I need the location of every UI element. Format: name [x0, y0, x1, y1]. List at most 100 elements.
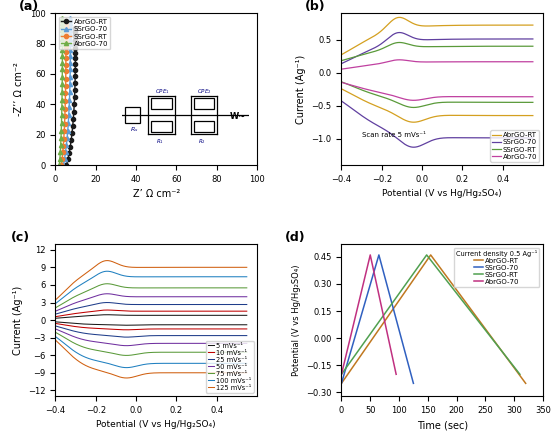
SSrGO-RT	[358, 343, 365, 348]
SSrGO-RT	[338, 372, 345, 377]
SSrGO-RT	[466, 307, 473, 312]
AbrGO-RT	[71, 28, 78, 33]
Text: (b): (b)	[305, 0, 326, 13]
AbrGO-70	[530, 94, 536, 99]
SSrGO-RT	[63, 34, 69, 40]
AbrGO-RT	[72, 55, 79, 61]
Line: 25 mVs⁻¹: 25 mVs⁻¹	[55, 326, 247, 337]
50 mVs⁻¹	[209, 341, 216, 346]
SSrGO-70	[391, 310, 398, 315]
SSrGO-70	[67, 32, 74, 37]
Y-axis label: Current (Ag⁻¹): Current (Ag⁻¹)	[296, 55, 306, 124]
AbrGO-70	[58, 136, 64, 141]
SSrGO-70	[66, 81, 73, 87]
SSrGO-70	[67, 53, 74, 59]
AbrGO-RT	[69, 131, 75, 136]
AbrGO-RT	[452, 286, 459, 291]
SSrGO-RT	[62, 106, 69, 111]
AbrGO-RT	[63, 162, 70, 168]
AbrGO-70	[59, 18, 65, 23]
SSrGO-70	[65, 113, 72, 118]
AbrGO-RT	[72, 61, 79, 66]
SSrGO-70	[67, 74, 74, 79]
SSrGO-70	[67, 37, 74, 42]
AbrGO-70	[59, 81, 65, 87]
10 mVs⁻¹	[243, 326, 250, 332]
SSrGO-70	[66, 97, 73, 102]
AbrGO-70	[57, 150, 64, 155]
AbrGO-70	[357, 293, 363, 299]
SSrGO-RT	[530, 100, 536, 105]
SSrGO-RT	[62, 23, 69, 29]
Y-axis label: -Z’’ Ω cm⁻²: -Z’’ Ω cm⁻²	[14, 62, 24, 116]
AbrGO-RT	[427, 252, 434, 257]
125 mVs⁻¹	[239, 370, 246, 375]
75 mVs⁻¹	[209, 350, 216, 355]
100 mVs⁻¹	[52, 334, 59, 339]
5 mVs⁻¹	[209, 322, 216, 327]
SSrGO-RT	[495, 100, 502, 105]
25 mVs⁻¹	[209, 333, 216, 338]
5 mVs⁻¹	[243, 322, 250, 327]
AbrGO-RT	[65, 157, 71, 162]
Legend: AbrGO-RT, SSrGO-70, SSrGO-RT, AbrGO-70: AbrGO-RT, SSrGO-70, SSrGO-RT, AbrGO-70	[454, 248, 540, 287]
SSrGO-RT	[430, 101, 437, 106]
AbrGO-70	[59, 20, 65, 26]
50 mVs⁻¹	[239, 341, 246, 346]
SSrGO-70	[66, 18, 73, 23]
SSrGO-70	[67, 67, 74, 72]
AbrGO-RT	[72, 67, 79, 73]
SSrGO-70	[66, 20, 73, 26]
75 mVs⁻¹	[239, 350, 246, 355]
Line: AbrGO-RT: AbrGO-RT	[341, 255, 526, 383]
SSrGO-70	[376, 252, 382, 257]
AbrGO-70	[379, 307, 386, 312]
AbrGO-RT	[71, 102, 78, 107]
10 mVs⁻¹	[239, 326, 246, 332]
SSrGO-RT	[63, 50, 69, 55]
AbrGO-RT	[70, 116, 76, 121]
75 mVs⁻¹	[145, 350, 151, 356]
Legend: AbrGO-RT, SSrGO-70, SSrGO-RT, AbrGO-70: AbrGO-RT, SSrGO-70, SSrGO-RT, AbrGO-70	[59, 17, 110, 49]
Line: 50 mVs⁻¹: 50 mVs⁻¹	[55, 329, 247, 346]
AbrGO-RT	[68, 137, 74, 143]
AbrGO-70	[429, 95, 436, 100]
AbrGO-70	[367, 252, 373, 257]
AbrGO-RT	[411, 120, 417, 125]
SSrGO-70	[530, 136, 536, 141]
SSrGO-70	[66, 105, 73, 110]
AbrGO-RT	[72, 45, 79, 51]
AbrGO-RT	[66, 150, 73, 156]
X-axis label: Time (sec): Time (sec)	[417, 420, 468, 430]
SSrGO-RT	[58, 162, 65, 168]
25 mVs⁻¹	[166, 333, 173, 338]
SSrGO-RT	[63, 69, 69, 74]
SSrGO-70	[60, 162, 67, 168]
5 mVs⁻¹	[239, 322, 246, 327]
AbrGO-70	[59, 32, 66, 37]
SSrGO-RT	[338, 79, 345, 84]
AbrGO-RT	[71, 26, 78, 31]
SSrGO-RT	[429, 101, 436, 106]
SSrGO-RT	[465, 306, 471, 311]
50 mVs⁻¹	[145, 341, 151, 346]
75 mVs⁻¹	[123, 353, 130, 358]
AbrGO-RT	[69, 124, 76, 129]
SSrGO-RT	[59, 150, 66, 155]
10 mVs⁻¹	[145, 326, 151, 332]
50 mVs⁻¹	[166, 341, 173, 346]
SSrGO-70	[453, 135, 459, 140]
AbrGO-70	[58, 113, 65, 118]
AbrGO-70	[58, 143, 64, 148]
Text: (d): (d)	[285, 231, 306, 244]
AbrGO-70	[345, 343, 352, 348]
X-axis label: Z’ Ω cm⁻²: Z’ Ω cm⁻²	[132, 189, 179, 199]
Line: AbrGO-70: AbrGO-70	[58, 16, 64, 167]
AbrGO-RT	[397, 297, 403, 302]
SSrGO-70	[66, 89, 73, 95]
AbrGO-RT	[71, 34, 78, 39]
Text: Scan rate 5 mVs⁻¹: Scan rate 5 mVs⁻¹	[362, 132, 426, 138]
SSrGO-70	[338, 99, 345, 104]
50 mVs⁻¹	[243, 341, 250, 346]
AbrGO-70	[338, 80, 345, 85]
